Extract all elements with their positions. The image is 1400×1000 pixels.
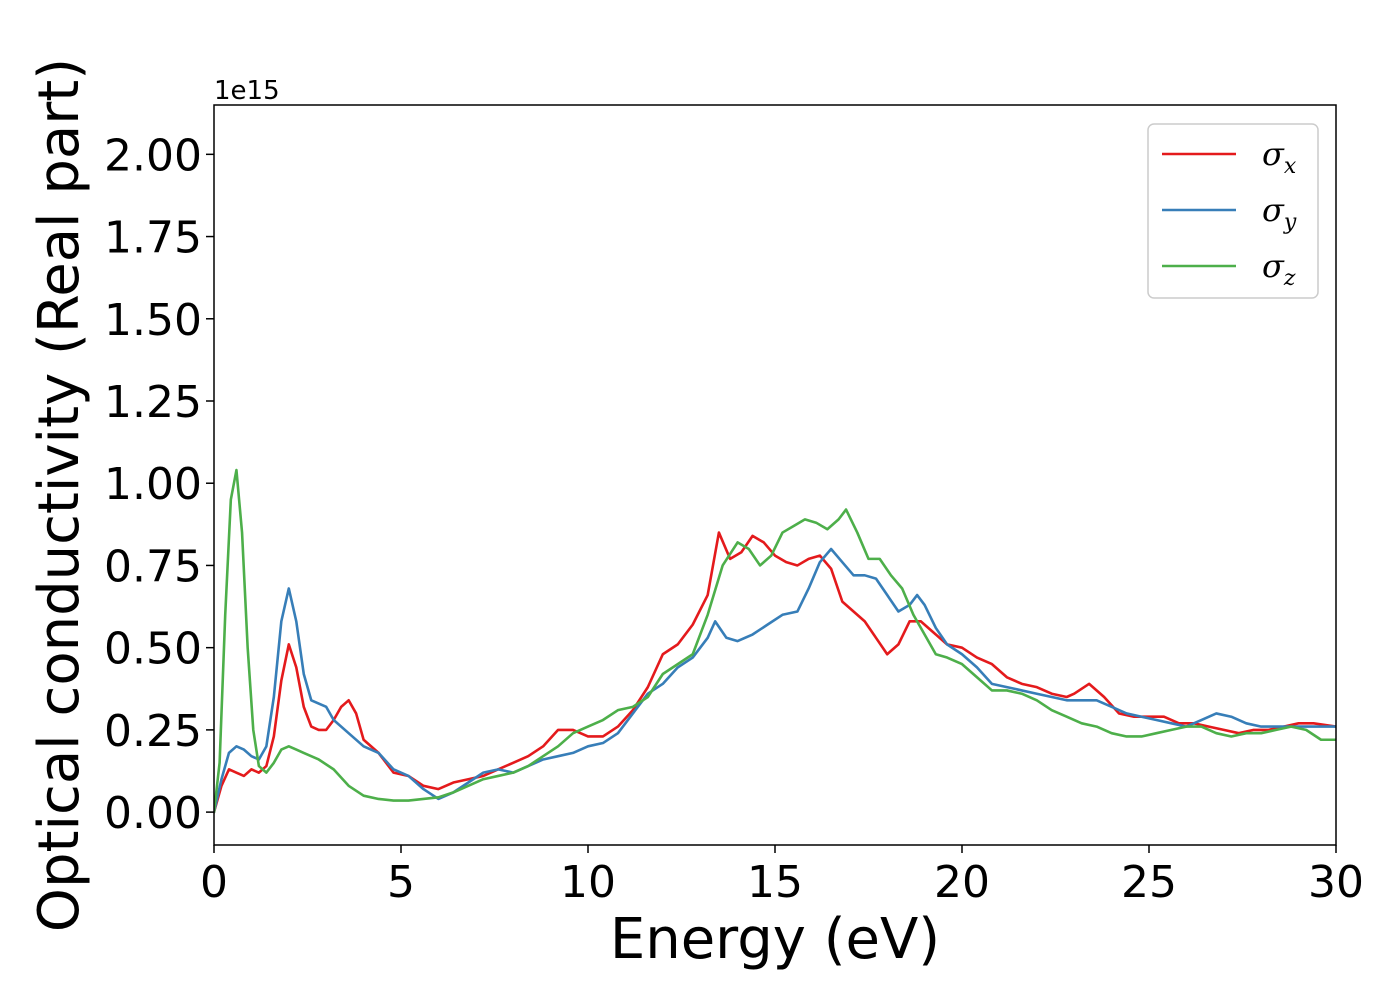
series-line-x bbox=[214, 531, 1336, 814]
x-tick-label: 20 bbox=[934, 857, 990, 908]
x-tick-label: 15 bbox=[747, 857, 803, 908]
series-line-y bbox=[214, 547, 1336, 814]
legend-label-y: σy bbox=[1262, 191, 1297, 235]
y-tick-label: 0.50 bbox=[104, 624, 202, 675]
series-line-z bbox=[214, 468, 1336, 814]
series-layer bbox=[214, 468, 1336, 814]
y-tick-label: 1.50 bbox=[104, 295, 202, 346]
x-tick-label: 30 bbox=[1308, 857, 1364, 908]
y-tick-label: 0.00 bbox=[104, 788, 202, 839]
x-tick-label: 5 bbox=[387, 857, 415, 908]
y-axis-label: Optical conductivity (Real part) bbox=[27, 58, 92, 932]
x-tick-label: 0 bbox=[200, 857, 228, 908]
legend-label-x: σx bbox=[1262, 135, 1297, 179]
x-axis: 0 5 10 15 20 25 30 bbox=[200, 845, 1364, 908]
y-axis: 0.00 0.25 0.50 0.75 1.00 1.25 1.50 1.75 2.00 bbox=[104, 130, 214, 839]
y-tick-label: 1.00 bbox=[104, 459, 202, 510]
legend: σx σy σz bbox=[1147, 123, 1319, 299]
y-tick-label: 1.25 bbox=[104, 377, 202, 428]
x-axis-label: Energy (eV) bbox=[610, 907, 940, 972]
y-tick-label: 0.75 bbox=[104, 541, 202, 592]
x-tick-label: 25 bbox=[1121, 857, 1177, 908]
legend-label-z: σz bbox=[1262, 247, 1296, 291]
y-tick-label: 0.25 bbox=[104, 706, 202, 757]
y-tick-label: 1.75 bbox=[104, 213, 202, 264]
y-tick-label: 2.00 bbox=[104, 130, 202, 181]
x-tick-label: 10 bbox=[560, 857, 616, 908]
y-offset-text: 1e15 bbox=[214, 76, 280, 106]
